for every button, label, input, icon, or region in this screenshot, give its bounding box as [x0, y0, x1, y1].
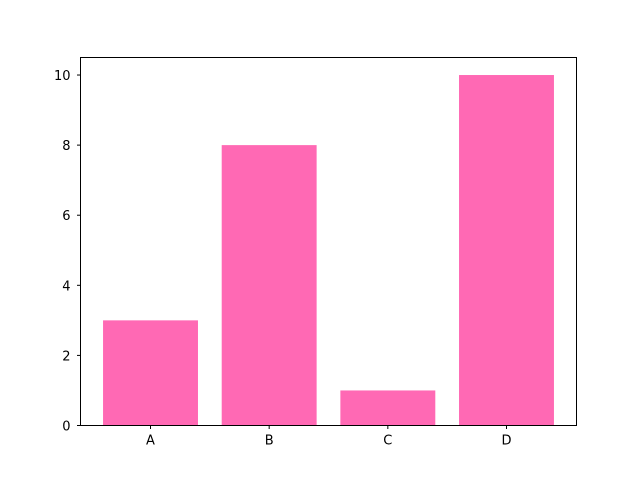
x-tick-label: D — [501, 434, 511, 449]
y-axis: 0 2 4 6 8 10 — [54, 69, 81, 435]
bar-C — [340, 390, 436, 426]
axes-frame — [80, 57, 577, 426]
bars-group — [103, 75, 554, 426]
y-tick-label: 8 — [62, 139, 70, 154]
bar-B — [221, 145, 317, 426]
bar-A — [103, 320, 198, 426]
y-tick-label: 0 — [62, 420, 70, 435]
y-tick-label: 4 — [62, 279, 70, 294]
y-tick-label: 6 — [62, 209, 70, 224]
x-axis: A B C D — [146, 425, 511, 449]
x-tick-label: C — [383, 434, 392, 449]
y-tick-label: 2 — [62, 349, 70, 364]
y-tick-label: 10 — [54, 69, 71, 84]
x-tick-label: A — [146, 434, 155, 449]
x-tick-label: B — [265, 434, 274, 449]
bar-D — [459, 75, 554, 426]
